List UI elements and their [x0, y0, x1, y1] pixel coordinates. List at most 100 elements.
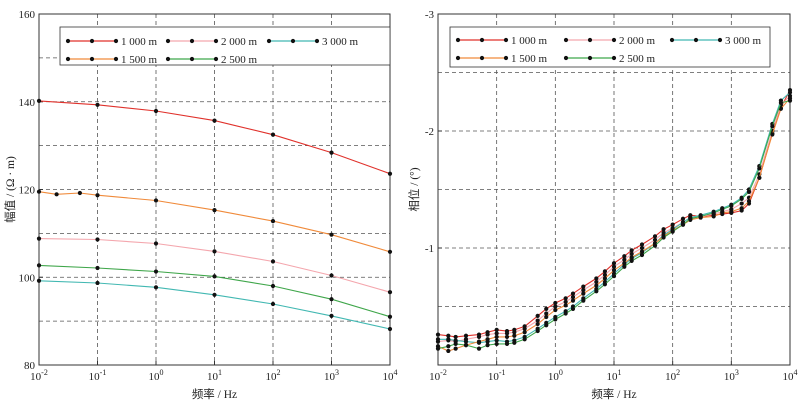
data-point: [212, 274, 217, 279]
grid-lines: [438, 14, 790, 365]
legend-label: 2 000 m: [619, 35, 656, 47]
data-point: [153, 285, 159, 290]
legend-swatch-marker: [587, 55, 593, 61]
data-point: [661, 227, 666, 232]
data-point: [629, 258, 634, 263]
data-point: [494, 338, 499, 343]
data-point: [494, 341, 499, 347]
legend-swatch-marker: [563, 37, 569, 43]
data-point: [581, 284, 586, 289]
data-point: [446, 348, 451, 354]
data-point: [512, 330, 517, 335]
legend-swatch-marker: [213, 56, 219, 62]
data-point: [446, 344, 451, 349]
x-axis-label: 频率 / Hz: [591, 387, 636, 401]
data-point: [611, 273, 617, 279]
data-point: [629, 255, 634, 260]
data-point: [512, 333, 517, 338]
data-point: [54, 192, 59, 197]
data-point: [770, 132, 775, 137]
legend-swatch-marker: [189, 56, 195, 62]
y-tick-label: -1: [425, 243, 434, 255]
data-point: [688, 216, 693, 221]
data-point: [494, 331, 499, 336]
data-point: [553, 307, 558, 313]
legend-swatch-marker: [266, 38, 272, 44]
x-tick-label: 10-2: [429, 368, 447, 383]
data-point: [787, 98, 793, 103]
legend-swatch-marker: [165, 38, 171, 44]
data-point: [739, 206, 744, 211]
data-point: [639, 252, 645, 258]
data-point: [563, 296, 568, 301]
data-point: [329, 273, 334, 278]
data-point: [535, 321, 540, 327]
data-point: [544, 306, 549, 311]
data-point: [594, 276, 599, 281]
legend-swatch-marker: [563, 55, 569, 61]
x-tick-label: 101: [607, 368, 622, 383]
data-point: [729, 209, 734, 214]
data-point: [639, 245, 645, 251]
x-tick-label: 100: [149, 368, 164, 383]
legend-swatch-marker: [89, 56, 95, 62]
data-point: [36, 98, 42, 103]
data-point: [212, 249, 217, 254]
data-point: [661, 235, 666, 240]
data-point: [711, 214, 716, 219]
data-point: [387, 249, 393, 254]
data-point: [757, 166, 762, 171]
data-point: [544, 311, 549, 316]
data-point: [729, 203, 734, 208]
y-axis-label: 幅值 / (Ω · m): [4, 156, 17, 223]
data-point: [212, 292, 217, 297]
series-1000m: [36, 98, 393, 176]
legend-label: 2 000 m: [221, 36, 258, 48]
x-tick-label: 102: [665, 368, 680, 383]
data-point: [622, 257, 627, 262]
data-point: [670, 222, 675, 227]
data-point: [602, 269, 608, 274]
data-point: [153, 108, 159, 114]
data-point: [387, 314, 393, 319]
series-1500m: [36, 189, 393, 254]
legend-swatch-marker: [314, 38, 320, 44]
data-point: [476, 339, 482, 344]
data-point: [757, 175, 762, 180]
data-point: [594, 279, 599, 285]
data-point: [270, 259, 276, 264]
data-point: [329, 232, 334, 237]
data-point: [446, 337, 451, 342]
data-point: [698, 214, 703, 219]
legend-item: 1 000 m: [455, 35, 548, 47]
legend-item: 1 000 m: [65, 36, 158, 48]
data-point: [563, 311, 568, 316]
legend-item: 1 500 m: [455, 53, 548, 65]
legend-item: 2 000 m: [165, 36, 258, 48]
data-point: [594, 283, 599, 288]
data-point: [553, 304, 558, 309]
y-tick-label: 140: [19, 97, 36, 109]
data-point: [611, 261, 617, 266]
x-tick-label: 104: [783, 368, 798, 383]
data-point: [639, 249, 645, 254]
data-point: [535, 313, 540, 318]
data-point: [602, 282, 608, 287]
data-point: [570, 306, 576, 311]
data-point: [563, 299, 568, 304]
data-point: [639, 242, 645, 247]
legend-swatch-marker: [290, 38, 296, 44]
data-point: [212, 208, 217, 213]
x-tick-label: 100: [548, 368, 563, 383]
data-point: [594, 289, 599, 294]
data-point: [270, 301, 276, 307]
data-point: [485, 343, 490, 348]
legend-swatch-marker: [213, 38, 219, 44]
data-point: [522, 330, 527, 335]
data-point: [494, 334, 499, 340]
data-point: [95, 102, 100, 107]
data-point: [270, 218, 276, 224]
data-point: [622, 264, 627, 269]
legend-swatch-marker: [113, 38, 119, 44]
